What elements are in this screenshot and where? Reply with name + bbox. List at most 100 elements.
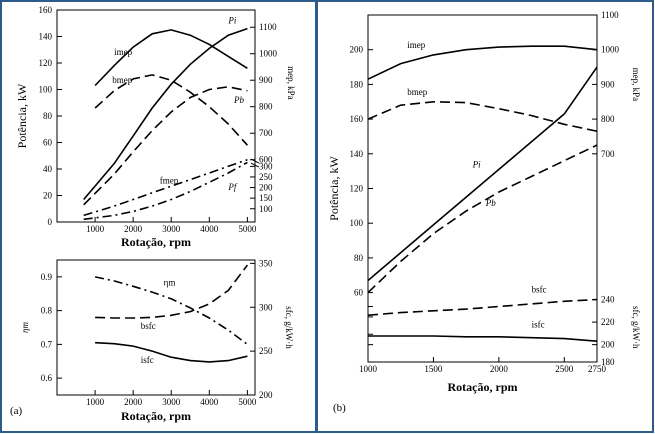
y-tick-label: 160 [39,5,53,15]
y-tick-label: 100 [39,85,53,95]
curve-eta_m [94,276,248,346]
y2-tick-label: 250 [259,346,273,356]
curve-label-fmep: fmep [160,176,179,186]
curve-label-imep: imep [407,40,425,50]
y-axis-title: Potência, kW [327,156,341,221]
curve-bmep [94,74,248,146]
y2-axis-title: sfc, g/kW·h [284,306,294,349]
y2-tick-label: 180 [601,357,615,367]
y-tick-label: 0.9 [41,272,53,282]
y2-tick-label: 700 [259,128,273,138]
x-tick-label: 2000 [124,397,143,407]
y2-tick-label: 1100 [259,22,277,32]
x-tick-label: 2500 [555,364,574,374]
chart-b: 60 80 100 120 140 160 180 200 1000 1500 2000 2500 27… [327,10,641,394]
y-tick-label: 0 [48,217,53,227]
curve-Pi [83,27,248,201]
y-tick-label: 40 [43,164,53,174]
y2-tick-label: 1100 [601,10,619,20]
y2-axis-title: mep, kPa [286,66,296,100]
curve-label-bsfc: bsfc [532,285,547,295]
curve-label-isfc: isfc [532,319,545,329]
plot-frame [56,9,256,223]
x-tick-label: 2750 [588,364,607,374]
plot-frame [367,14,598,363]
x-axis-title: Rotação, rpm [121,409,191,423]
curve-Pb [367,144,598,294]
y-tick-label: 80 [354,253,364,263]
y2-tick-label: 250 [259,172,273,182]
y2-tick-label: 200 [259,183,273,193]
panel-b-frame [316,0,654,433]
y-tick-label: 120 [350,184,364,194]
y2-tick-label: 300 [259,302,273,312]
x-tick-label: 1500 [424,364,443,374]
y2-tick-label: 900 [259,75,273,85]
y-axis-title: Potência, kW [15,83,29,148]
y-tick-label: 60 [43,138,53,148]
y-tick-label: 20 [43,191,53,201]
y2-axis-title-mep: mep, kPa [631,68,641,102]
y2-tick-label: 300 [259,161,273,171]
y-axis-title: ηm [20,322,30,333]
y-tick-label: 80 [43,111,53,121]
y-tick-label: 120 [39,58,53,68]
y2-tick-label: 200 [601,340,615,350]
x-tick-label: 1000 [86,397,105,407]
panel-a-label: (a) [10,405,23,417]
curve-imep [94,29,248,87]
curve-label-bmep: bmep [112,75,132,85]
curve-label-isfc: isfc [141,355,154,365]
curve-bsfc [367,298,598,316]
curve-label-Pi: Pi [472,160,481,170]
y2-tick-label: 220 [601,317,615,327]
y2-tick-label: 150 [259,193,273,203]
y-tick-label: 140 [39,32,53,42]
y2-tick-label: 700 [601,149,615,159]
y2-tick-label: 200 [259,390,273,400]
y-tick-label: 140 [350,149,364,159]
x-tick-label: 3000 [162,224,181,234]
curve-isfc [368,335,598,342]
y2-tick-label: 100 [259,204,273,214]
x-axis-title: Rotação, rpm [448,380,518,394]
curve-Pb [83,85,248,206]
panel-b-label: (b) [333,402,346,414]
curve-label-bsfc: bsfc [141,321,156,331]
plot-frame [56,259,256,396]
x-tick-label: 2000 [490,364,509,374]
y-tick-label: 180 [350,79,364,89]
y2-tick-label: 900 [601,79,615,89]
curve-Pf [83,161,248,221]
chart-a-bottom: 0.6 0.7 0.8 0.9 1000 2000 3000 4000 5000 350 300 25… [20,258,294,423]
y2-tick-label: 600 [259,155,273,165]
y2-axis-title-sfc: sfc, g/kW·h [631,306,641,349]
x-tick-label: 3000 [162,397,181,407]
axis-break-mark [250,158,260,164]
x-tick-label: 4000 [200,224,219,234]
y2-tick-label: 1000 [259,49,278,59]
curve-label-Pi: Pi [227,15,236,25]
chart-a-top: 0 20 40 60 80 100 120 140 160 1000 2000 3000 4000 500… [15,5,296,249]
x-tick-label: 1000 [86,224,105,234]
x-tick-label: 5000 [238,397,257,407]
curve-isfc [95,341,248,363]
curve-label-eta_m: ηm [164,277,176,287]
curve-label-Pf: Pf [227,182,237,192]
curve-Pi [367,66,598,282]
y2-tick-label: 350 [259,258,273,268]
y-tick-label: 200 [350,45,364,55]
x-tick-label: 2000 [124,224,143,234]
curve-label-Pb: Pb [233,95,244,105]
axis-break-mark [250,162,260,168]
y-tick-label: 0.7 [41,339,53,349]
y-tick-label: 60 [354,288,364,298]
y-tick-label: 160 [350,114,364,124]
curve-imep [367,45,598,80]
curve-label-bmep: bmep [407,87,427,97]
curve-bmep [367,100,598,132]
x-tick-label: 4000 [200,397,219,407]
curve-label-Pb: Pb [485,198,496,208]
y-tick-label: 0.8 [41,306,53,316]
